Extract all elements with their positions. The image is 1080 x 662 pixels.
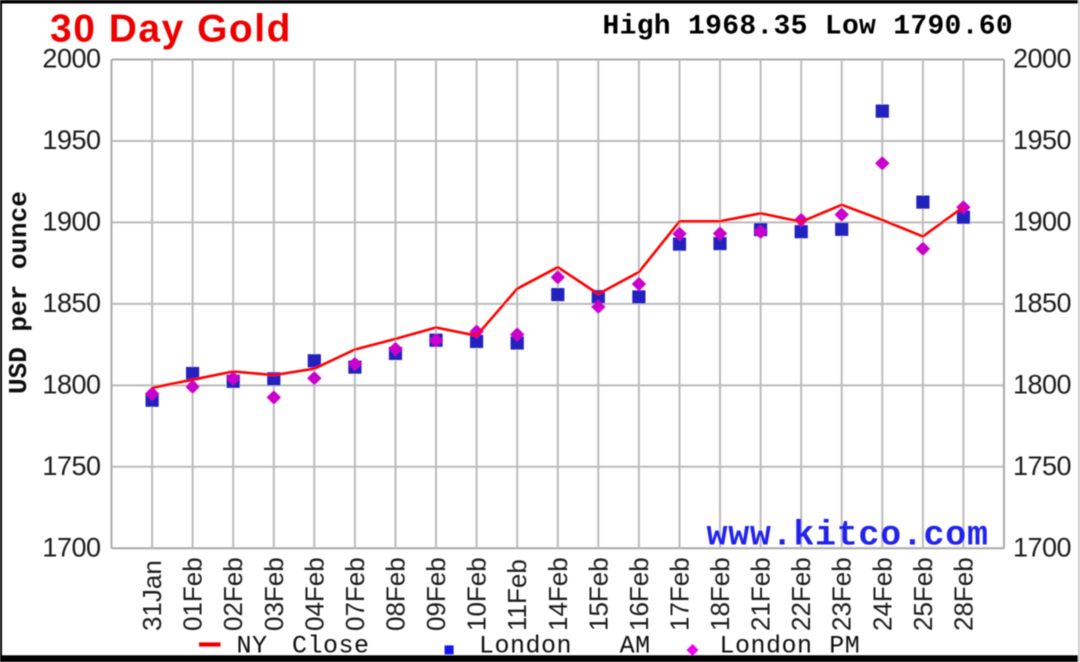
svg-text:07Feb: 07Feb xyxy=(340,557,370,631)
svg-text:1750: 1750 xyxy=(42,451,100,481)
svg-text:1850: 1850 xyxy=(1013,288,1071,318)
svg-text:23Feb: 23Feb xyxy=(827,557,857,631)
svg-text:16Feb: 16Feb xyxy=(624,557,654,631)
svg-text:08Feb: 08Feb xyxy=(381,557,411,631)
svg-text:30 Day Gold: 30 Day Gold xyxy=(50,8,292,51)
svg-text:14Feb: 14Feb xyxy=(543,557,573,631)
svg-text:02Feb: 02Feb xyxy=(218,557,248,631)
svg-text:09Feb: 09Feb xyxy=(421,557,451,631)
svg-text:17Feb: 17Feb xyxy=(665,557,695,631)
svg-text:31Jan: 31Jan xyxy=(137,560,167,631)
svg-text:21Feb: 21Feb xyxy=(746,557,776,631)
svg-text:www.kitco.com: www.kitco.com xyxy=(707,516,989,556)
svg-text:22Feb: 22Feb xyxy=(786,557,816,631)
svg-text:1800: 1800 xyxy=(1013,370,1071,400)
svg-text:1850: 1850 xyxy=(42,288,100,318)
svg-text:1800: 1800 xyxy=(42,370,100,400)
svg-text:1700: 1700 xyxy=(42,532,100,562)
svg-text:High 1968.35 Low 1790.60: High 1968.35 Low 1790.60 xyxy=(603,12,1013,43)
svg-text:1750: 1750 xyxy=(1013,451,1071,481)
svg-text:18Feb: 18Feb xyxy=(705,557,735,631)
svg-text:03Feb: 03Feb xyxy=(259,557,289,631)
svg-text:USD per ounce: USD per ounce xyxy=(4,191,34,394)
svg-text:1950: 1950 xyxy=(1013,125,1071,155)
svg-text:1900: 1900 xyxy=(42,207,100,237)
svg-text:11Feb: 11Feb xyxy=(502,559,532,631)
svg-text:25Feb: 25Feb xyxy=(908,557,938,631)
svg-text:15Feb: 15Feb xyxy=(583,557,613,631)
svg-text:1950: 1950 xyxy=(42,125,100,155)
svg-text:28Feb: 28Feb xyxy=(948,557,978,631)
svg-text:10Feb: 10Feb xyxy=(462,557,492,631)
svg-text:1700: 1700 xyxy=(1013,532,1071,562)
svg-text:01Feb: 01Feb xyxy=(178,557,208,631)
svg-text:24Feb: 24Feb xyxy=(867,557,897,631)
svg-text:04Feb: 04Feb xyxy=(299,557,329,631)
svg-text:2000: 2000 xyxy=(42,44,100,74)
svg-text:1900: 1900 xyxy=(1013,207,1071,237)
svg-text:2000: 2000 xyxy=(1013,44,1071,74)
